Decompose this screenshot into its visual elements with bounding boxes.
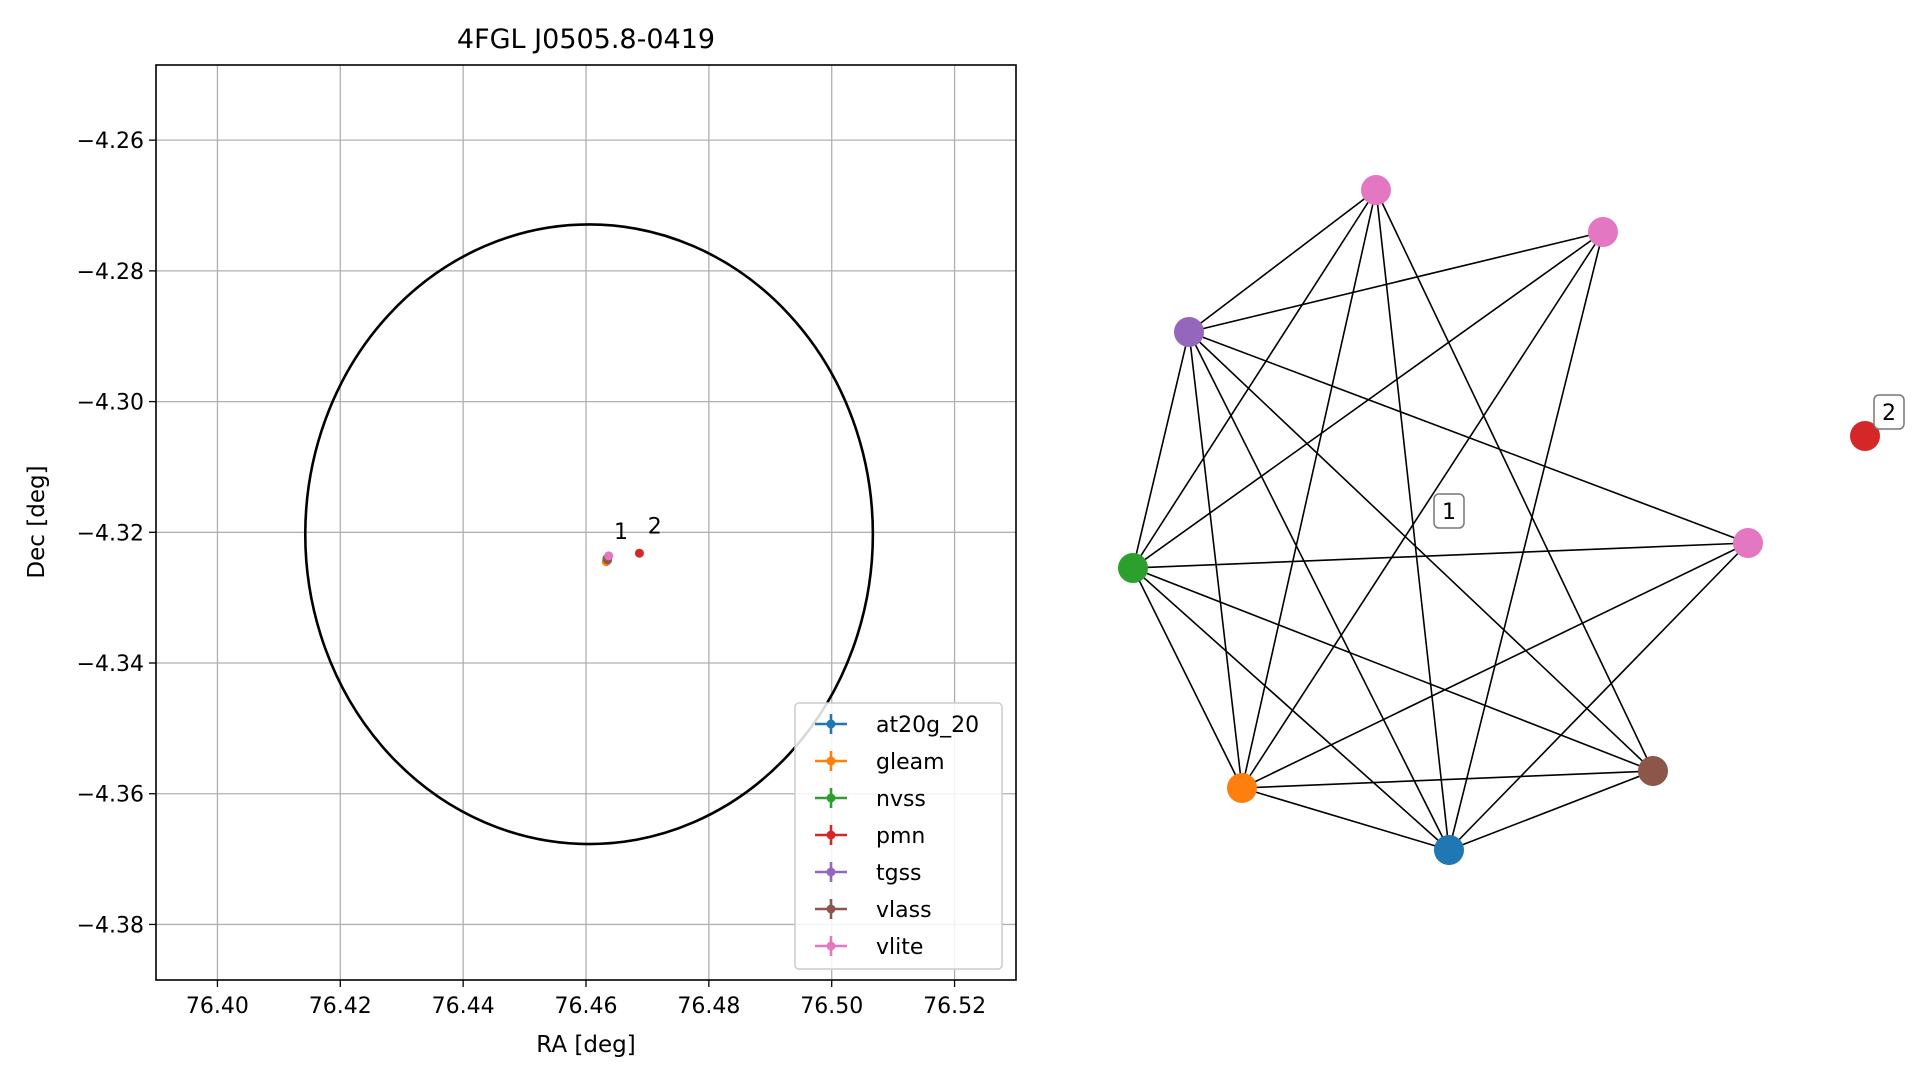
- node-vlite_b: [1588, 217, 1618, 247]
- y-ticks: −4.26 −4.28 −4.30 −4.32 −4.34 −4.36 −4.38: [77, 129, 156, 938]
- node-gleam: [1227, 773, 1257, 803]
- node-vlite_a: [1361, 175, 1391, 205]
- y-tick-label: −4.38: [77, 913, 144, 938]
- point-vlite: [604, 551, 614, 561]
- edge-tgss-nvss: [1132, 331, 1190, 569]
- legend-marker-dot: [826, 793, 836, 803]
- network-label-1: 1: [1442, 500, 1456, 525]
- edge-nvss-gleam: [1132, 567, 1243, 789]
- legend-marker-dot: [826, 830, 836, 840]
- edge-vlite_c-gleam: [1241, 542, 1749, 789]
- x-axis-label: RA [deg]: [536, 1032, 635, 1058]
- legend-label-pmn: pmn: [876, 824, 925, 849]
- edge-tgss-at20g_20: [1188, 331, 1450, 851]
- legend-marker-dot: [826, 756, 836, 766]
- chart-title: 4FGL J0505.8-0419: [457, 24, 715, 55]
- network-panel: 12: [1118, 175, 1905, 865]
- legend-marker-dot: [826, 719, 836, 729]
- network-nodes: [1118, 175, 1880, 865]
- node-vlite_c: [1733, 528, 1763, 558]
- x-tick-label: 76.50: [800, 994, 863, 1019]
- node-nvss: [1118, 553, 1148, 583]
- x-ticks: 76.40 76.42 76.44 76.46 76.48 76.50 76.52: [186, 980, 986, 1019]
- legend-label-vlite: vlite: [876, 935, 923, 960]
- legend-label-tgss: tgss: [876, 861, 922, 886]
- legend-box: [794, 702, 1003, 970]
- y-tick-label: −4.32: [77, 521, 144, 546]
- network-label-box-1: [1433, 493, 1465, 529]
- edge-vlite_a-at20g_20: [1375, 189, 1450, 851]
- edge-vlite_c-at20g_20: [1448, 542, 1749, 851]
- legend-marker-dot: [826, 941, 836, 951]
- edge-gleam-vlass: [1241, 770, 1654, 789]
- y-tick-label: −4.26: [77, 129, 144, 154]
- edge-vlite_b-tgss: [1188, 231, 1604, 333]
- edge-tgss-gleam: [1188, 331, 1243, 789]
- x-tick-label: 76.42: [309, 994, 372, 1019]
- edge-nvss-vlass: [1132, 567, 1654, 772]
- edge-vlite_b-at20g_20: [1448, 231, 1604, 851]
- node-at20g_20: [1434, 835, 1464, 865]
- legend-label-gleam: gleam: [876, 750, 945, 775]
- y-tick-label: −4.28: [77, 260, 144, 285]
- y-tick-label: −4.36: [77, 783, 144, 808]
- edge-vlite_a-gleam: [1241, 189, 1377, 789]
- x-tick-label: 76.52: [923, 994, 986, 1019]
- x-tick-label: 76.44: [432, 994, 495, 1019]
- node-pmn: [1850, 421, 1880, 451]
- legend-marker-dot: [826, 867, 836, 877]
- data-points: [601, 548, 644, 567]
- y-tick-label: −4.30: [77, 391, 144, 416]
- edge-tgss-vlite_c: [1188, 331, 1749, 544]
- network-label-2: 2: [1882, 401, 1896, 426]
- legend-label-vlass: vlass: [876, 898, 932, 923]
- x-tick-label: 76.48: [677, 994, 740, 1019]
- edge-vlite_a-tgss: [1188, 189, 1377, 333]
- edge-vlite_a-nvss: [1132, 189, 1377, 569]
- node-tgss: [1174, 317, 1204, 347]
- node-vlass: [1638, 756, 1668, 786]
- edge-vlite_a-vlass: [1375, 189, 1654, 772]
- y-axis-label: Dec [deg]: [24, 465, 50, 578]
- point-pmn: [634, 548, 644, 558]
- edge-gleam-at20g_20: [1241, 787, 1450, 851]
- legend-label-at20g_20: at20g_20: [876, 713, 979, 738]
- point-annotation-1: 1: [614, 520, 628, 545]
- edge-tgss-vlass: [1188, 331, 1654, 772]
- legend-label-nvss: nvss: [876, 787, 926, 812]
- x-tick-label: 76.46: [555, 994, 618, 1019]
- fermi-ellipse: [303, 223, 875, 846]
- y-tick-label: −4.34: [77, 652, 144, 677]
- edge-at20g_20-vlass: [1448, 770, 1654, 851]
- localization-ellipse: [303, 223, 875, 846]
- edge-vlite_b-gleam: [1241, 231, 1604, 789]
- network-labels: 12: [1433, 394, 1905, 529]
- x-tick-label: 76.40: [186, 994, 249, 1019]
- edge-nvss-vlite_c: [1132, 542, 1749, 569]
- legend-marker-dot: [826, 904, 836, 914]
- network-label-box-2: [1873, 394, 1905, 430]
- edge-nvss-at20g_20: [1132, 567, 1450, 851]
- point-annotation-2: 2: [648, 515, 662, 540]
- network-edges: [1132, 189, 1749, 851]
